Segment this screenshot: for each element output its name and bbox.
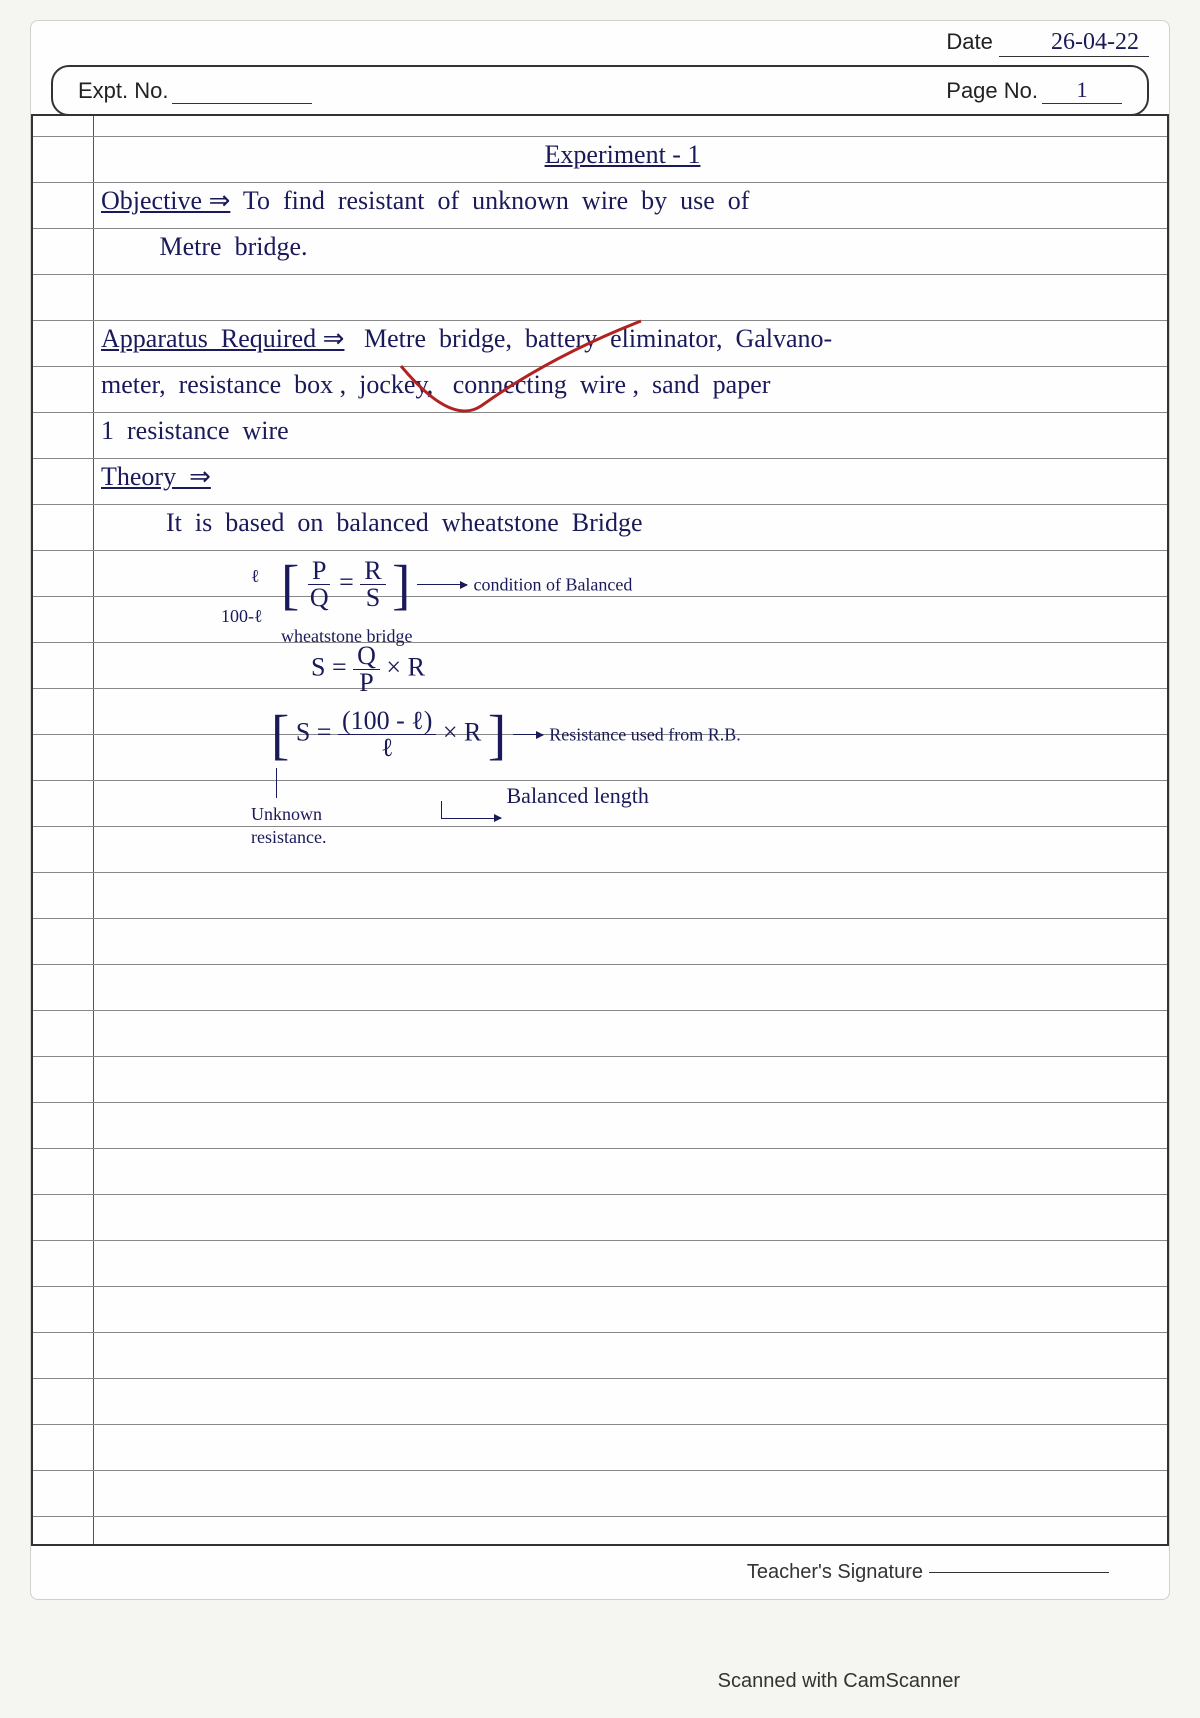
page-no-group: Page No. 1 bbox=[946, 77, 1122, 104]
rule-line bbox=[33, 1378, 1167, 1379]
objective-text-1: To find resistant of unknown wire by use… bbox=[230, 186, 749, 215]
margin-line bbox=[93, 116, 94, 1544]
rule-line bbox=[33, 1102, 1167, 1103]
unknown-text: Unknown bbox=[251, 804, 322, 824]
rule-line bbox=[33, 1286, 1167, 1287]
page-no-value: 1 bbox=[1042, 77, 1122, 104]
signature-label: Teacher's Signature bbox=[747, 1561, 923, 1584]
header-box: Expt. No. Page No. 1 bbox=[51, 65, 1149, 116]
apparatus-text-3: 1 resistance wire bbox=[101, 408, 1144, 454]
label-100-l: 100-ℓ bbox=[221, 593, 263, 639]
eq3-s: S = bbox=[296, 717, 332, 746]
date-value: 26-04-22 bbox=[999, 29, 1149, 57]
resistance-text: resistance. bbox=[251, 827, 326, 847]
apparatus-label: Apparatus Required ⇒ bbox=[101, 324, 344, 353]
rule-line bbox=[33, 918, 1167, 919]
scanner-watermark: Scanned with CamScanner bbox=[718, 1670, 960, 1693]
fraction-100l: (100 - ℓ) ℓ bbox=[338, 708, 436, 761]
eq2-s: S = bbox=[311, 652, 347, 681]
bracket-right-icon: ] bbox=[392, 563, 410, 607]
equation-3: [ S = (100 - ℓ) ℓ × R ] Resistance used … bbox=[271, 708, 741, 761]
expt-label: Expt. No. bbox=[78, 78, 168, 103]
arrow-right-2-icon bbox=[513, 734, 543, 735]
fraction-rs: R S bbox=[360, 558, 385, 611]
rule-line bbox=[33, 1516, 1167, 1517]
eq1-note: condition of Balanced wheatstone bridge bbox=[281, 574, 632, 646]
apparatus-line-1: Apparatus Required ⇒ Metre bridge, batte… bbox=[101, 316, 1144, 362]
frac-s: S bbox=[362, 585, 384, 611]
rule-line bbox=[33, 1194, 1167, 1195]
equals-1: = bbox=[339, 567, 360, 596]
arrow-down-icon bbox=[276, 768, 277, 798]
objective-text-2: Metre bridge. bbox=[101, 224, 1144, 270]
rule-line bbox=[33, 1056, 1167, 1057]
frac-q2: Q bbox=[353, 643, 380, 670]
frac-p2: P bbox=[355, 670, 377, 696]
eq2-tail: × R bbox=[386, 652, 425, 681]
fraction-pq: P Q bbox=[306, 558, 333, 611]
notebook-page: Date 26-04-22 Expt. No. Page No. 1 Exper… bbox=[30, 20, 1170, 1600]
objective-line-1: Objective ⇒ To find resistant of unknown… bbox=[101, 178, 1144, 224]
balanced-length-note: Balanced length bbox=[441, 773, 649, 819]
bracket-left-icon: [ bbox=[281, 563, 299, 607]
rule-line bbox=[33, 1332, 1167, 1333]
experiment-title: Experiment - 1 bbox=[101, 132, 1144, 178]
rule-line bbox=[33, 1470, 1167, 1471]
rule-line bbox=[33, 964, 1167, 965]
signature-line bbox=[929, 1572, 1109, 1573]
frac-q: Q bbox=[306, 585, 333, 611]
fraction-qp: Q P bbox=[353, 643, 380, 696]
date-row: Date 26-04-22 bbox=[51, 29, 1149, 57]
expt-no-group: Expt. No. bbox=[78, 78, 312, 104]
rule-line bbox=[33, 1148, 1167, 1149]
arrow-down-right-icon bbox=[441, 801, 501, 819]
eq3-tail: × R bbox=[443, 717, 482, 746]
rule-line bbox=[33, 1010, 1167, 1011]
frac-100l-num: (100 - ℓ) bbox=[338, 708, 436, 735]
frac-100l-den: ℓ bbox=[377, 735, 397, 761]
formula-block: ℓ 100-ℓ [ P Q = R S ] condition of Balan… bbox=[101, 558, 1144, 908]
theory-label: Theory ⇒ bbox=[101, 462, 211, 491]
date-label: Date bbox=[946, 29, 992, 54]
frac-r: R bbox=[360, 558, 385, 585]
balanced-length-text: Balanced length bbox=[507, 783, 649, 808]
apparatus-text-2: meter, resistance box , jockey, connecti… bbox=[101, 362, 1144, 408]
bracket-left-2-icon: [ bbox=[271, 713, 289, 757]
page-footer: Teacher's Signature bbox=[31, 1544, 1169, 1599]
blank-line-1 bbox=[101, 270, 1144, 316]
theory-line: Theory ⇒ bbox=[101, 454, 1144, 500]
theory-text-1: It is based on balanced wheatstone Bridg… bbox=[101, 500, 1144, 546]
page-header: Date 26-04-22 Expt. No. Page No. 1 bbox=[31, 21, 1169, 116]
equation-2: S = Q P × R bbox=[311, 643, 425, 696]
page-no-label: Page No. bbox=[946, 78, 1038, 103]
rule-line bbox=[33, 1240, 1167, 1241]
bracket-right-2-icon: ] bbox=[488, 713, 506, 757]
rule-line bbox=[33, 1424, 1167, 1425]
objective-label: Objective ⇒ bbox=[101, 186, 230, 215]
apparatus-text-1: Metre bridge, battery eliminator, Galvan… bbox=[344, 324, 832, 353]
eq1-note-1: condition of Balanced bbox=[473, 574, 632, 594]
frac-p: P bbox=[308, 558, 330, 585]
expt-value bbox=[172, 103, 312, 104]
arrow-right-icon bbox=[417, 584, 467, 585]
handwritten-content: Experiment - 1 Objective ⇒ To find resis… bbox=[101, 116, 1144, 908]
unknown-resistance-note: Unknown resistance. bbox=[251, 803, 326, 850]
eq3-note: Resistance used from R.B. bbox=[549, 724, 740, 744]
